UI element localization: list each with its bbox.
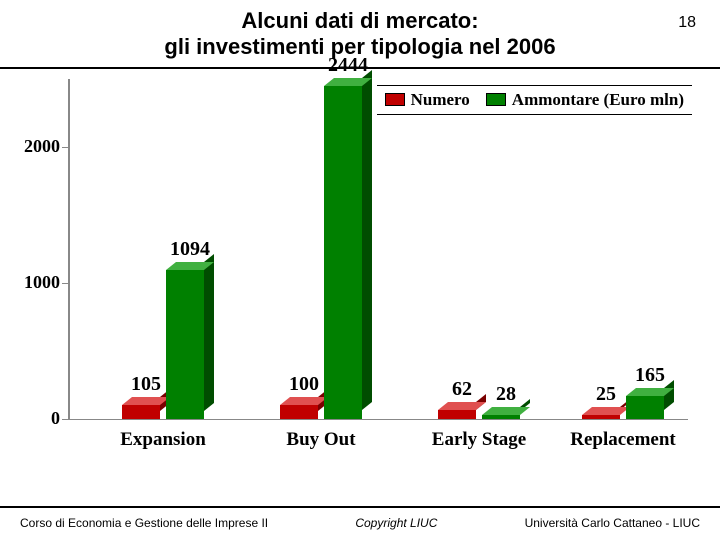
bar-ammontare-3-front <box>626 396 664 418</box>
bar-ammontare-1-front <box>324 86 362 418</box>
bar-ammontare-3-side <box>664 380 674 410</box>
bar-numero-0-front <box>122 405 160 419</box>
value-label-numero-2: 62 <box>452 378 472 401</box>
y-tick-label: 0 <box>0 408 60 429</box>
bar-ammontare-0-side <box>204 254 214 411</box>
page-number: 18 <box>678 14 696 32</box>
bar-numero-1-front <box>280 405 318 419</box>
chart-plot: 0100020001051094Expansion1002444Buy Out6… <box>68 79 688 439</box>
value-label-ammontare-0: 1094 <box>170 238 210 261</box>
value-label-numero-1: 100 <box>289 373 319 396</box>
value-label-ammontare-1: 2444 <box>328 54 368 77</box>
bar-numero-2-top <box>438 402 486 410</box>
y-tick-label: 2000 <box>0 136 60 157</box>
slide-title: Alcuni dati di mercato: gli investimenti… <box>20 8 700 61</box>
bar-ammontare-2-top <box>482 407 530 415</box>
footer-right: Università Carlo Cattaneo - LIUC <box>525 516 700 530</box>
footer-center: Copyright LIUC <box>355 516 437 530</box>
bar-ammontare-0-front <box>166 270 204 419</box>
slide-footer: Corso di Economia e Gestione delle Impre… <box>0 506 720 540</box>
bar-numero-2-front <box>438 410 476 418</box>
title-line-1: Alcuni dati di mercato: <box>241 8 478 33</box>
y-tick-label: 1000 <box>0 272 60 293</box>
value-label-numero-0: 105 <box>131 373 161 396</box>
category-label-1: Buy Out <box>286 429 355 451</box>
bar-numero-3-top <box>582 407 630 415</box>
category-label-2: Early Stage <box>432 429 526 451</box>
y-axis <box>68 79 70 419</box>
bar-numero-3-front <box>582 415 620 418</box>
chart-area: Numero Ammontare (Euro mln) 010002000105… <box>0 69 720 489</box>
footer-left: Corso di Economia e Gestione delle Impre… <box>20 516 268 530</box>
category-label-0: Expansion <box>120 429 206 451</box>
category-label-3: Replacement <box>570 429 676 451</box>
x-axis <box>68 419 688 421</box>
value-label-numero-3: 25 <box>596 383 616 406</box>
value-label-ammontare-2: 28 <box>496 383 516 406</box>
value-label-ammontare-3: 165 <box>635 364 665 387</box>
bar-ammontare-2-front <box>482 415 520 419</box>
bar-ammontare-1-side <box>362 70 372 410</box>
